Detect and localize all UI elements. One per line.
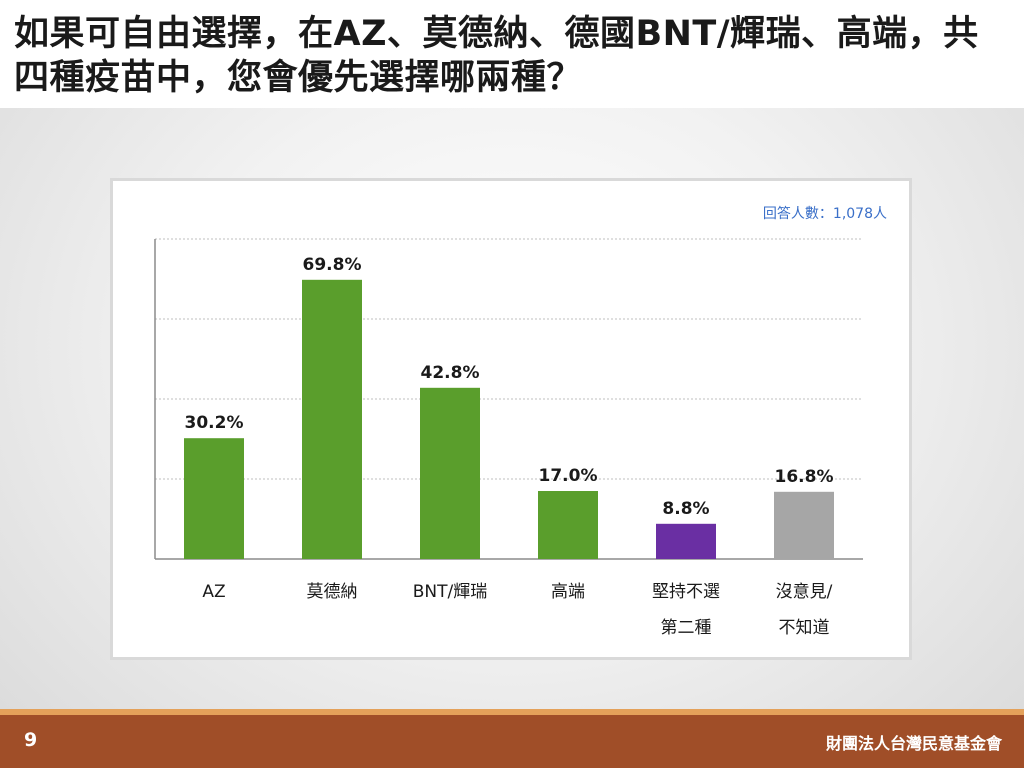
respondents-label: 回答人數：1,078人	[762, 206, 887, 222]
value-label-5: 8.8%	[662, 499, 709, 519]
footer-bar: 9 財團法人台灣民意基金會	[0, 715, 1024, 768]
category-label-2: 莫德納	[307, 582, 358, 602]
footer-accent-line	[0, 709, 1024, 715]
slide-title: 如果可自由選擇，在AZ、莫德納、德國BNT/輝瑞、高端，共四種疫苗中，您會優先選…	[14, 14, 979, 98]
bar-3	[420, 387, 480, 559]
category-label-4: 高端	[551, 582, 585, 602]
category-label-6: 沒意見/不知道	[776, 582, 833, 638]
value-label-2: 69.8%	[303, 255, 362, 275]
page-number: 9	[24, 729, 38, 751]
value-label-3: 42.8%	[421, 363, 480, 383]
chart-card: 回答人數：1,078人 30.2% AZ 69.8% 莫德納 42.8% BNT/輝瑞 17…	[110, 178, 912, 660]
organization-name: 財團法人台灣民意基金會	[825, 734, 1002, 753]
category-label-3: BNT/輝瑞	[413, 582, 488, 602]
bar-2	[302, 279, 362, 559]
category-label-1: AZ	[202, 582, 225, 602]
title-band: 如果可自由選擇，在AZ、莫德納、德國BNT/輝瑞、高端，共四種疫苗中，您會優先選…	[0, 0, 1024, 108]
bar-chart: 30.2% AZ 69.8% 莫德納 42.8% BNT/輝瑞 17.0% 高端 8.8% 堅持不…	[154, 238, 863, 638]
bar-4	[538, 491, 598, 559]
value-label-1: 30.2%	[185, 413, 244, 433]
category-label-5: 堅持不選第二種	[652, 582, 720, 638]
bar-1	[184, 438, 244, 559]
value-label-6: 16.8%	[775, 467, 834, 487]
bar-5	[656, 523, 716, 559]
bar-6	[774, 491, 834, 559]
value-label-4: 17.0%	[539, 466, 598, 486]
